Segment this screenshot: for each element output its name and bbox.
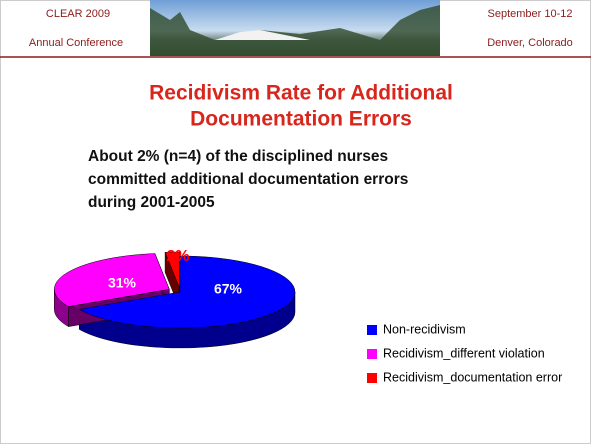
pie-slice (78, 255, 296, 329)
header-left: Annual Conference (29, 37, 123, 49)
legend-label: Recidivism_documentation error (383, 370, 562, 384)
data-label: 31% (108, 275, 137, 291)
legend-swatch (367, 373, 377, 383)
header-left: CLEAR 2009 (46, 8, 110, 20)
subtitle: committed additional documentation error… (88, 171, 408, 188)
title: Documentation Errors (190, 108, 412, 131)
chart: 67% 31% 2% Non-recidivism Recidivism_differe… (54, 248, 562, 384)
pie-slice (164, 251, 180, 289)
subtitle: during 2001-2005 (88, 194, 215, 211)
data-label: 2% (166, 248, 189, 265)
legend-label: Recidivism_different violation (383, 346, 545, 360)
header-photo-snow (215, 30, 310, 40)
data-label: 67% (214, 281, 243, 297)
legend-swatch (367, 349, 377, 359)
legend-label: Non-recidivism (383, 322, 466, 336)
pie-slice (54, 253, 170, 307)
subtitle: About 2% (n=4) of the disciplined nurses (88, 148, 388, 165)
header-right: Denver, Colorado (487, 37, 573, 49)
header-photo-trees (150, 5, 440, 56)
header-right: September 10-12 (488, 8, 573, 20)
title: Recidivism Rate for Additional (149, 82, 453, 105)
legend-swatch (367, 325, 377, 335)
